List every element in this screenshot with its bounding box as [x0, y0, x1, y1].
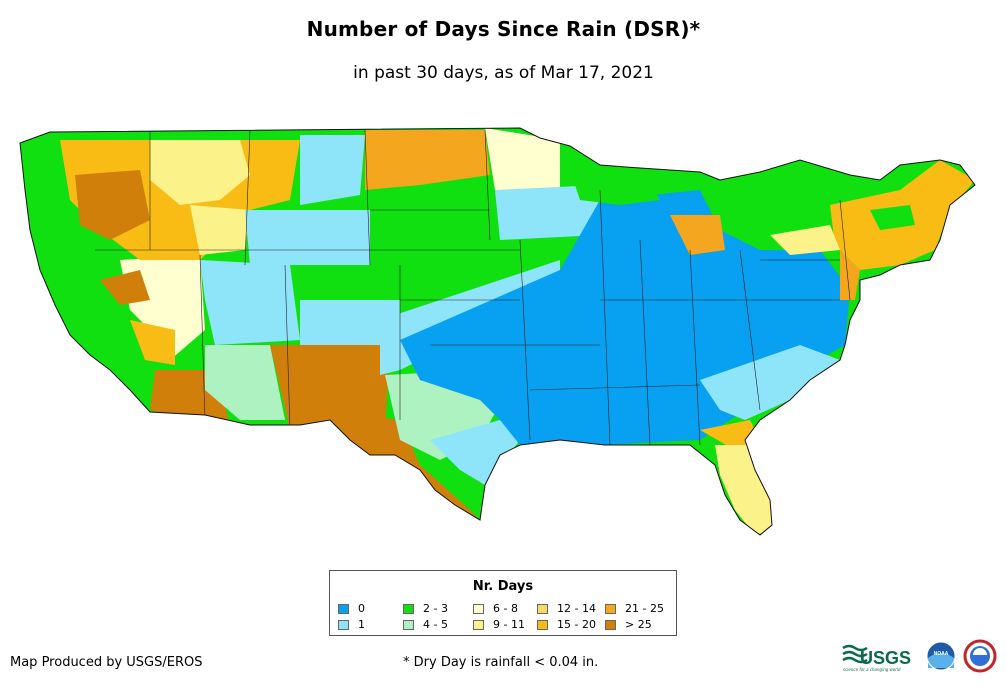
legend-swatch — [403, 619, 414, 630]
legend-item-9: > 25 — [605, 618, 652, 631]
region-vermont — [870, 205, 915, 230]
legend-swatch — [605, 603, 616, 614]
nws-logo-icon — [963, 639, 997, 673]
legend-item-8: 21 - 25 — [605, 602, 664, 615]
legend-item-2: 2 - 3 — [403, 602, 448, 615]
usgs-logo: USGS science for a changing world — [842, 644, 911, 672]
map-title: Number of Days Since Rain (DSR)* — [306, 17, 701, 41]
usgs-tagline: science for a changing world — [843, 667, 901, 672]
credit-text: Map Produced by USGS/EROS — [10, 655, 203, 670]
region-minnesota-n — [485, 128, 560, 190]
legend-label: 9 - 11 — [493, 618, 525, 631]
legend-label: 1 — [358, 618, 365, 631]
legend-swatch — [473, 619, 484, 630]
noaa-logo: NOAA — [926, 641, 956, 671]
region-new-mexico — [270, 345, 390, 430]
legend-item-0: 0 — [338, 602, 365, 615]
legend-label: 12 - 14 — [557, 602, 596, 615]
region-utah — [200, 260, 300, 345]
state-boundaries — [95, 129, 851, 446]
legend-swatch — [537, 619, 548, 630]
region-wyoming-w — [190, 205, 250, 255]
legend-item-4: 6 - 8 — [473, 602, 518, 615]
us-dsr-map — [19, 127, 976, 536]
legend-item-1: 1 — [338, 618, 365, 631]
region-ga-coast — [700, 420, 760, 450]
legend-label: 2 - 3 — [423, 602, 448, 615]
region-north-dakota — [365, 130, 490, 190]
usgs-logo-text: USGS — [860, 648, 911, 668]
legend-label: 15 - 20 — [557, 618, 596, 631]
agency-logos: USGS science for a changing world NOAA — [842, 639, 997, 673]
region-colorado-s — [300, 300, 400, 345]
region-idaho — [75, 170, 150, 240]
region-mt-east — [300, 135, 365, 205]
dry-day-note: * Dry Day is rainfall < 0.04 in. — [403, 655, 599, 670]
region-montana — [150, 140, 250, 205]
legend-label: 6 - 8 — [493, 602, 518, 615]
region-arizona — [205, 345, 285, 420]
legend-swatch — [403, 603, 414, 614]
legend-swatch — [537, 603, 548, 614]
noaa-logo-text: NOAA — [934, 651, 949, 657]
legend-title: Nr. Days — [472, 579, 534, 594]
legend-label: 0 — [358, 602, 365, 615]
region-upper-michigan — [570, 165, 660, 205]
region-new-jersey — [840, 250, 860, 300]
legend-item-3: 4 - 5 — [403, 618, 448, 631]
legend-swatch — [605, 619, 616, 630]
legend-swatch — [338, 619, 349, 630]
region-pennsylvania — [770, 225, 840, 255]
map-subtitle: in past 30 days, as of Mar 17, 2021 — [353, 63, 654, 83]
region-wyoming — [245, 210, 370, 265]
legend-label: > 25 — [625, 618, 652, 631]
region-sw-ca — [130, 320, 175, 365]
legend-swatch — [338, 603, 349, 614]
region-nv-dry — [100, 270, 150, 305]
legend-swatch — [473, 603, 484, 614]
region-michigan-thumb — [670, 215, 725, 255]
region-carolinas — [700, 345, 840, 420]
legend: Nr. Days 0 1 2 - 3 4 - 5 6 - 8 9 - 11 12… — [329, 570, 677, 636]
region-minnesota-s — [495, 185, 600, 240]
legend-label: 21 - 25 — [625, 602, 664, 615]
legend-label: 4 - 5 — [423, 618, 448, 631]
legend-item-7: 15 - 20 — [537, 618, 596, 631]
legend-item-6: 12 - 14 — [537, 602, 596, 615]
legend-item-5: 9 - 11 — [473, 618, 525, 631]
